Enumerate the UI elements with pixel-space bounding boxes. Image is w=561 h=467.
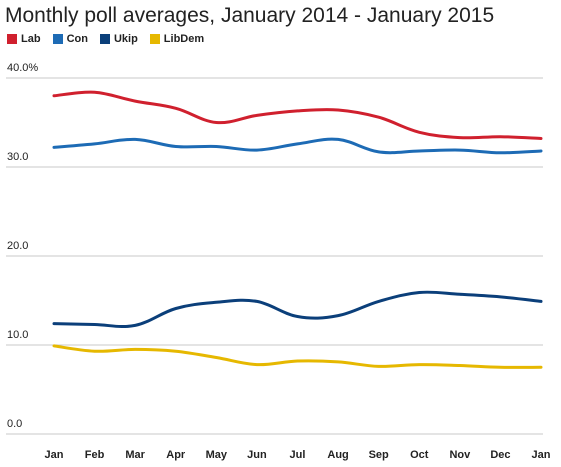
legend-item-ukip: Ukip: [99, 33, 138, 45]
legend-label-ukip: Ukip: [113, 33, 138, 45]
x-tick-label: Apr: [166, 449, 186, 461]
x-tick-label: Mar: [125, 449, 145, 461]
legend-swatch-con: [52, 34, 63, 44]
y-tick-label: 0.0: [7, 418, 22, 430]
x-tick-label: Sep: [369, 449, 389, 461]
legend-label-lab: Lab: [21, 33, 41, 45]
y-tick-label: 40.0%: [7, 62, 38, 74]
y-tick-label: 20.0: [7, 240, 28, 252]
legend-swatch-ukip: [99, 34, 110, 44]
legend-label-libdem: LibDem: [163, 33, 205, 45]
series-line-ukip: [52, 290, 543, 329]
legend-swatch-lab: [7, 34, 17, 44]
chart-title: Monthly poll averages, January 2014 - Ja…: [5, 4, 495, 27]
x-tick-label: Nov: [449, 449, 471, 461]
legend-swatch-libdem: [149, 34, 160, 44]
x-tick-label: Aug: [327, 449, 348, 461]
x-tick-label: Jul: [290, 449, 306, 461]
x-tick-label: Feb: [85, 449, 105, 461]
x-tick-label: Jun: [247, 449, 267, 461]
y-tick-label: 30.0: [7, 151, 28, 163]
x-tick-label: Dec: [490, 449, 510, 461]
x-tick-label: May: [206, 449, 228, 461]
series-line-lab: [52, 90, 543, 140]
series-line-libdem: [52, 344, 543, 369]
legend-item-libdem: LibDem: [149, 33, 205, 45]
y-tick-label: 10.0: [7, 329, 28, 341]
legend: Lab Con Ukip LibDem: [7, 32, 216, 46]
legend-item-con: Con: [52, 33, 88, 45]
x-tick-label: Jan: [45, 449, 64, 461]
x-tick-label: Oct: [410, 449, 429, 461]
legend-item-lab: Lab: [7, 33, 41, 45]
legend-label-con: Con: [66, 33, 88, 45]
x-tick-label: Jan: [532, 449, 551, 461]
series-line-con: [52, 137, 543, 155]
